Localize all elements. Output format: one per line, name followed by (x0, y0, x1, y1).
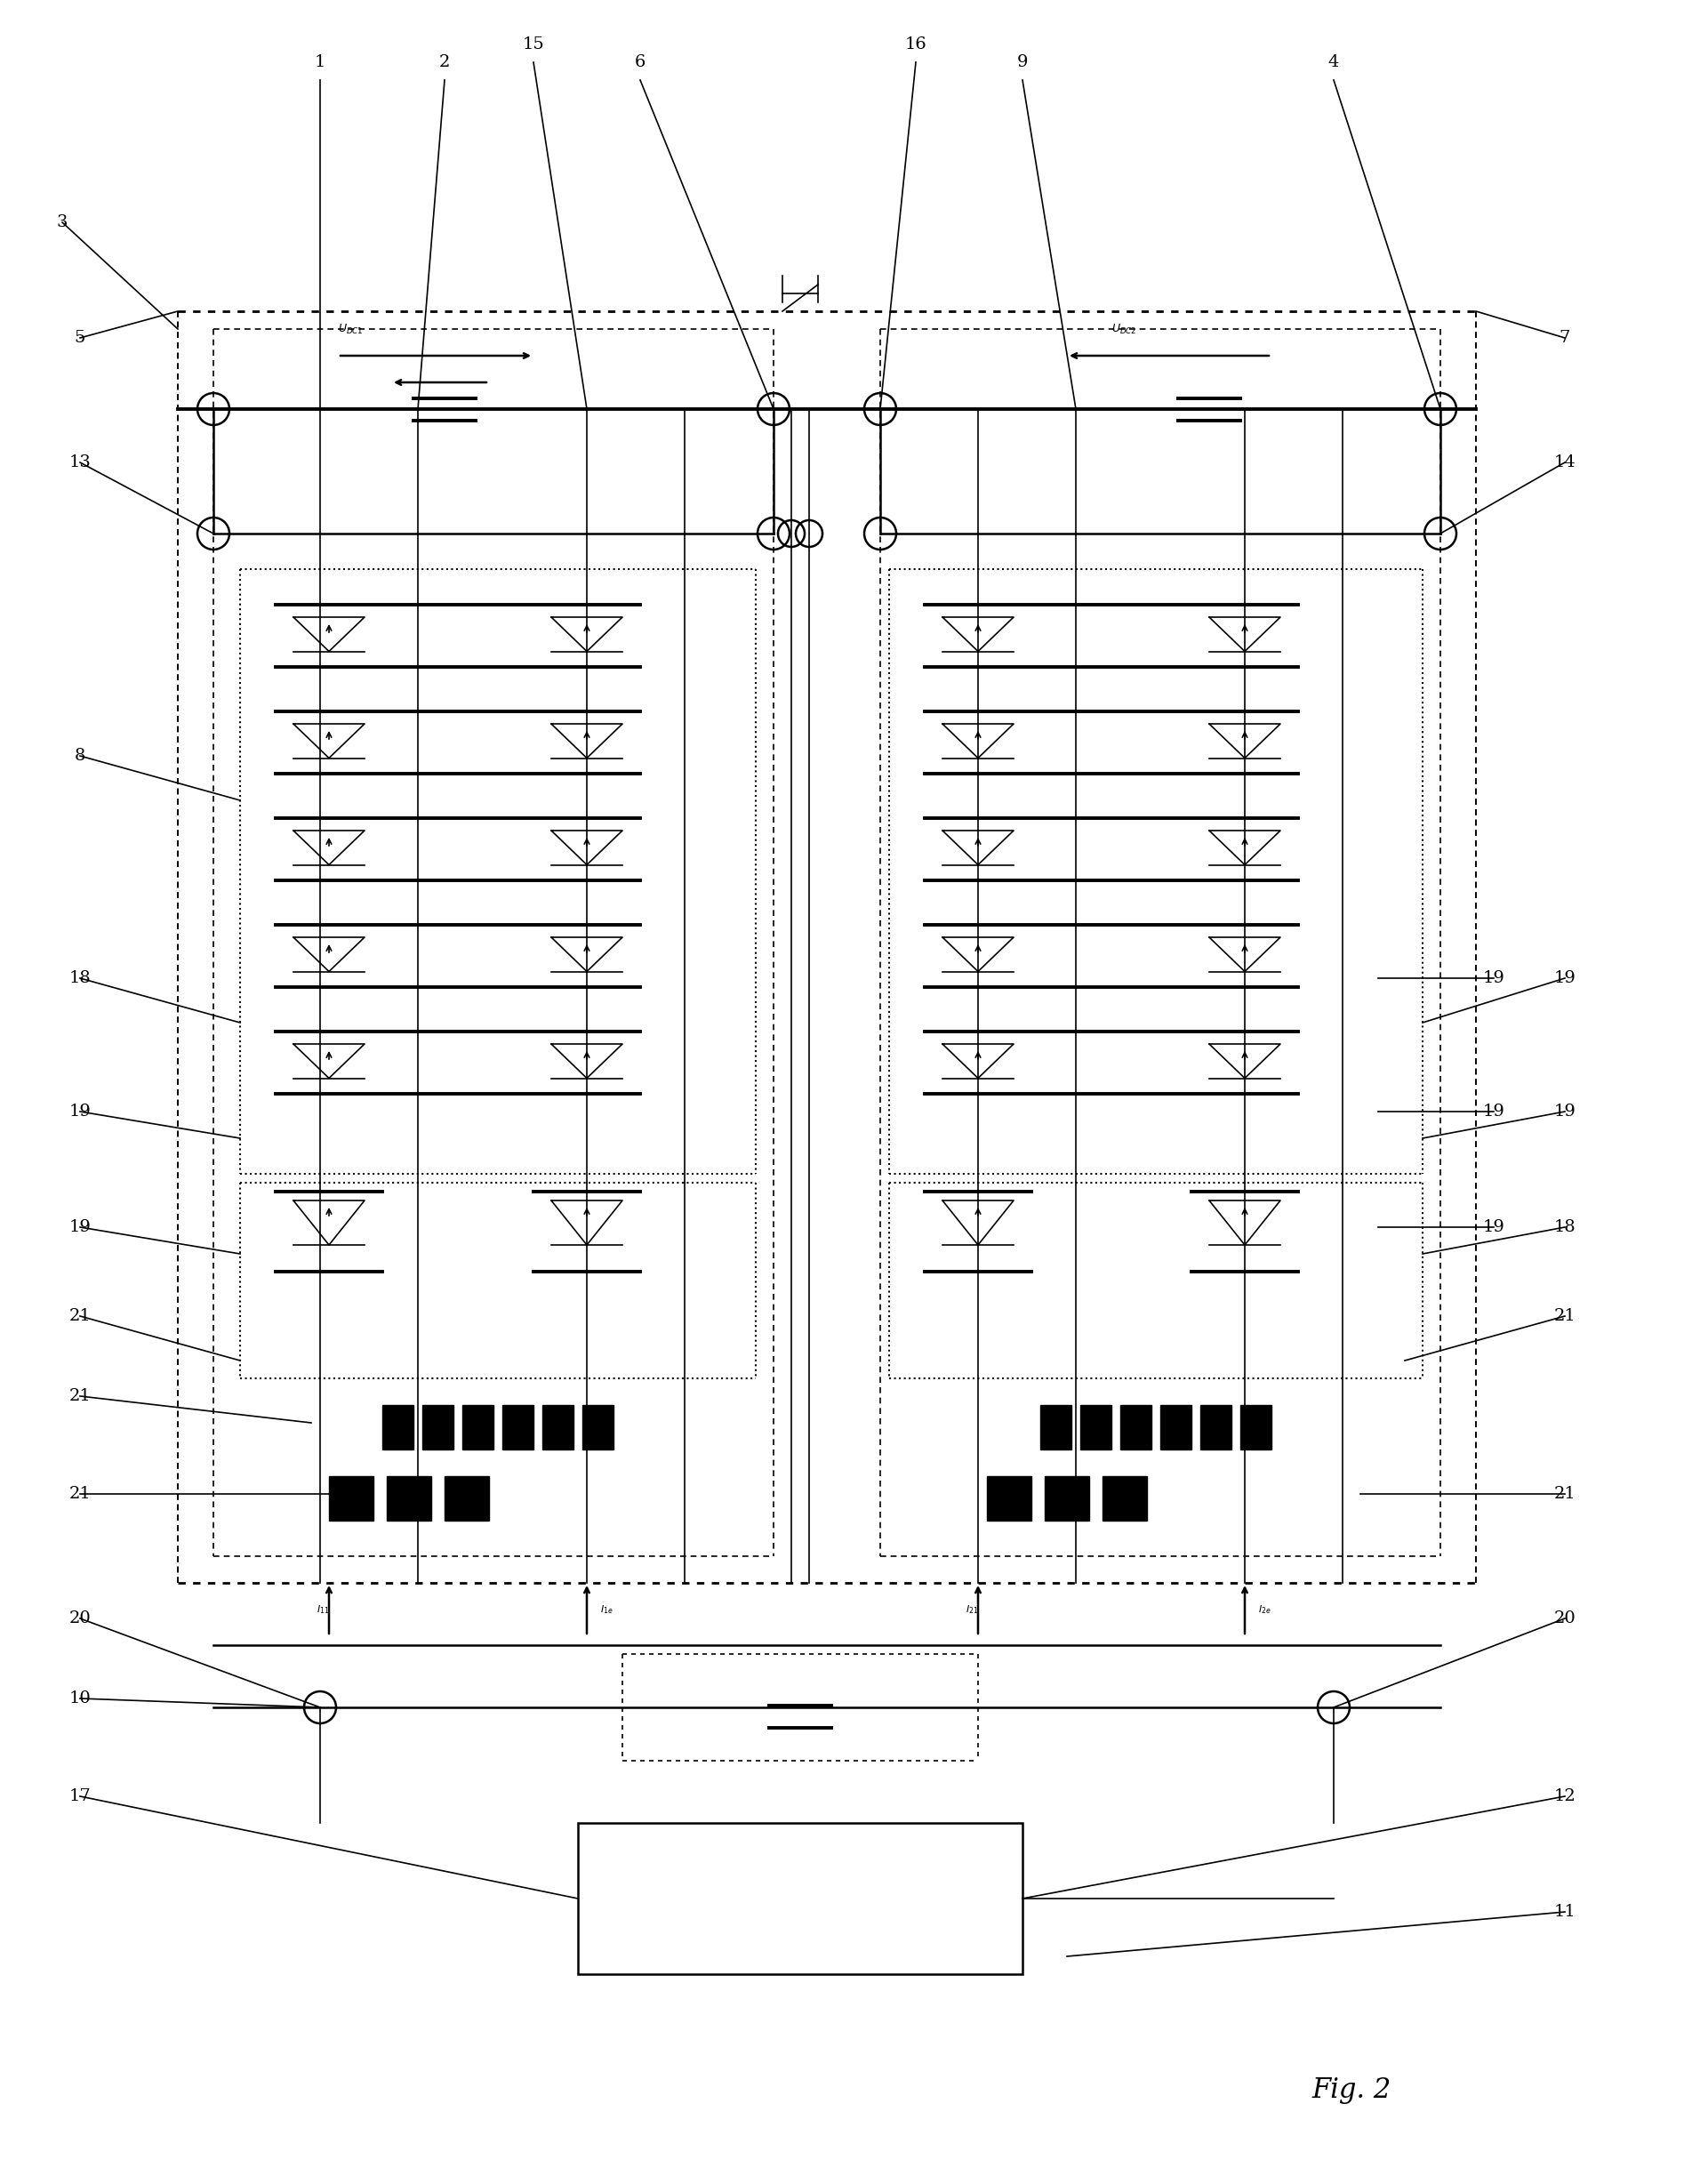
Bar (1200, 1404, 1232, 1450)
Text: 21: 21 (69, 1308, 91, 1324)
Text: 20: 20 (69, 1610, 91, 1627)
Text: 15: 15 (523, 37, 545, 52)
Text: 9: 9 (1017, 55, 1029, 70)
Text: $U_{DC2}$: $U_{DC2}$ (1112, 323, 1137, 336)
Bar (387, 1476, 431, 1520)
Bar (986, 1476, 1032, 1520)
Bar (1044, 1476, 1090, 1520)
Text: 13: 13 (69, 454, 91, 470)
Text: 12: 12 (1553, 1789, 1575, 1804)
Text: $U_{DC1}$: $U_{DC1}$ (338, 323, 364, 336)
Text: 17: 17 (69, 1789, 91, 1804)
Bar (328, 1476, 374, 1520)
Text: Fig. 2: Fig. 2 (1311, 2077, 1391, 2103)
Text: 7: 7 (1560, 330, 1570, 345)
Text: $I_{1e}$: $I_{1e}$ (601, 1603, 613, 1616)
Text: 2: 2 (438, 55, 450, 70)
Text: 19: 19 (1553, 1103, 1575, 1120)
Text: 18: 18 (69, 970, 91, 987)
Text: 5: 5 (74, 330, 86, 345)
Text: 1: 1 (315, 55, 325, 70)
Bar (1120, 1404, 1152, 1450)
Text: $I_{11}$: $I_{11}$ (316, 1603, 328, 1616)
Text: 19: 19 (1553, 970, 1575, 987)
Bar (503, 1404, 533, 1450)
Text: 8: 8 (74, 747, 86, 764)
Text: 19: 19 (1482, 1103, 1504, 1120)
Text: $I_{2e}$: $I_{2e}$ (1259, 1603, 1271, 1616)
Text: 21: 21 (69, 1389, 91, 1404)
Bar (1240, 1404, 1271, 1450)
Bar (1041, 1404, 1071, 1450)
Text: 21: 21 (1553, 1485, 1575, 1503)
Text: 18: 18 (1553, 1219, 1575, 1236)
Bar (582, 1404, 614, 1450)
Text: $I_{21}$: $I_{21}$ (964, 1603, 978, 1616)
Bar (445, 1476, 489, 1520)
Text: 6: 6 (634, 55, 646, 70)
Text: 21: 21 (1553, 1308, 1575, 1324)
Text: 20: 20 (1553, 1610, 1575, 1627)
Text: 10: 10 (69, 1690, 91, 1706)
Text: 21: 21 (69, 1485, 91, 1503)
Text: 14: 14 (1553, 454, 1575, 470)
Bar (543, 1404, 574, 1450)
Bar (1103, 1476, 1147, 1520)
Bar (1079, 1404, 1112, 1450)
Bar (423, 1404, 453, 1450)
Text: 19: 19 (1482, 1219, 1504, 1236)
Bar (1161, 1404, 1191, 1450)
Text: 3: 3 (56, 214, 68, 229)
Bar (579, 1824, 1022, 1974)
Text: 19: 19 (1482, 970, 1504, 987)
Bar (382, 1404, 413, 1450)
Text: 19: 19 (69, 1103, 91, 1120)
Text: 11: 11 (1553, 1904, 1575, 1920)
Text: 16: 16 (905, 37, 927, 52)
Text: 4: 4 (1328, 55, 1338, 70)
Text: 19: 19 (69, 1219, 91, 1236)
Bar (462, 1404, 494, 1450)
